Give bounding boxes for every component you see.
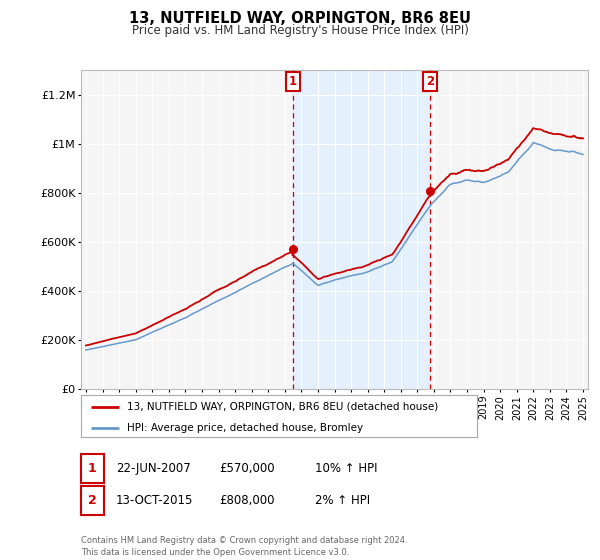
Text: 13, NUTFIELD WAY, ORPINGTON, BR6 8EU (detached house): 13, NUTFIELD WAY, ORPINGTON, BR6 8EU (de… xyxy=(127,402,438,412)
Text: 10% ↑ HPI: 10% ↑ HPI xyxy=(315,461,377,475)
Text: 2% ↑ HPI: 2% ↑ HPI xyxy=(315,494,370,507)
Text: Contains HM Land Registry data © Crown copyright and database right 2024.
This d: Contains HM Land Registry data © Crown c… xyxy=(81,536,407,557)
Text: £808,000: £808,000 xyxy=(219,494,275,507)
Bar xyxy=(293,70,430,389)
Text: 2: 2 xyxy=(88,494,97,507)
Text: 2: 2 xyxy=(426,75,434,88)
Text: 1: 1 xyxy=(88,461,97,475)
Text: 1: 1 xyxy=(289,75,296,88)
Text: HPI: Average price, detached house, Bromley: HPI: Average price, detached house, Brom… xyxy=(127,423,362,432)
Text: Price paid vs. HM Land Registry's House Price Index (HPI): Price paid vs. HM Land Registry's House … xyxy=(131,24,469,36)
Text: 13-OCT-2015: 13-OCT-2015 xyxy=(116,494,193,507)
Text: 13, NUTFIELD WAY, ORPINGTON, BR6 8EU: 13, NUTFIELD WAY, ORPINGTON, BR6 8EU xyxy=(129,11,471,26)
Text: 22-JUN-2007: 22-JUN-2007 xyxy=(116,461,191,475)
Text: £570,000: £570,000 xyxy=(219,461,275,475)
